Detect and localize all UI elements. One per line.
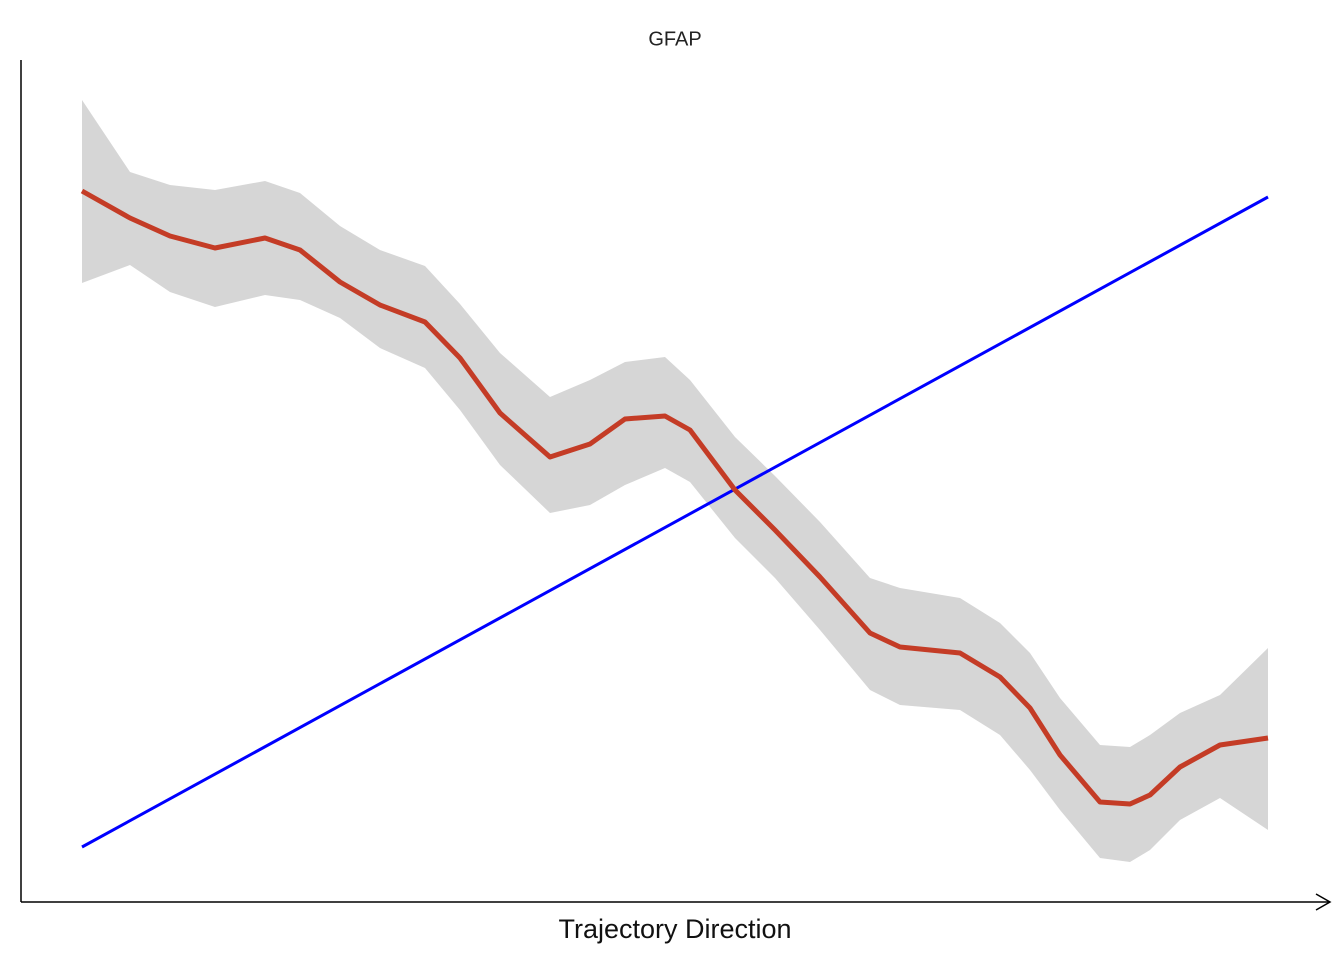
x-axis-arrow — [1315, 893, 1332, 911]
x-axis-label: Trajectory Direction — [558, 914, 791, 944]
trend-line — [81, 195, 1269, 849]
chart-title: GFAP — [648, 28, 701, 50]
confidence-band — [82, 100, 1268, 862]
plot-area — [80, 100, 1269, 862]
smooth-line — [80, 188, 1269, 807]
